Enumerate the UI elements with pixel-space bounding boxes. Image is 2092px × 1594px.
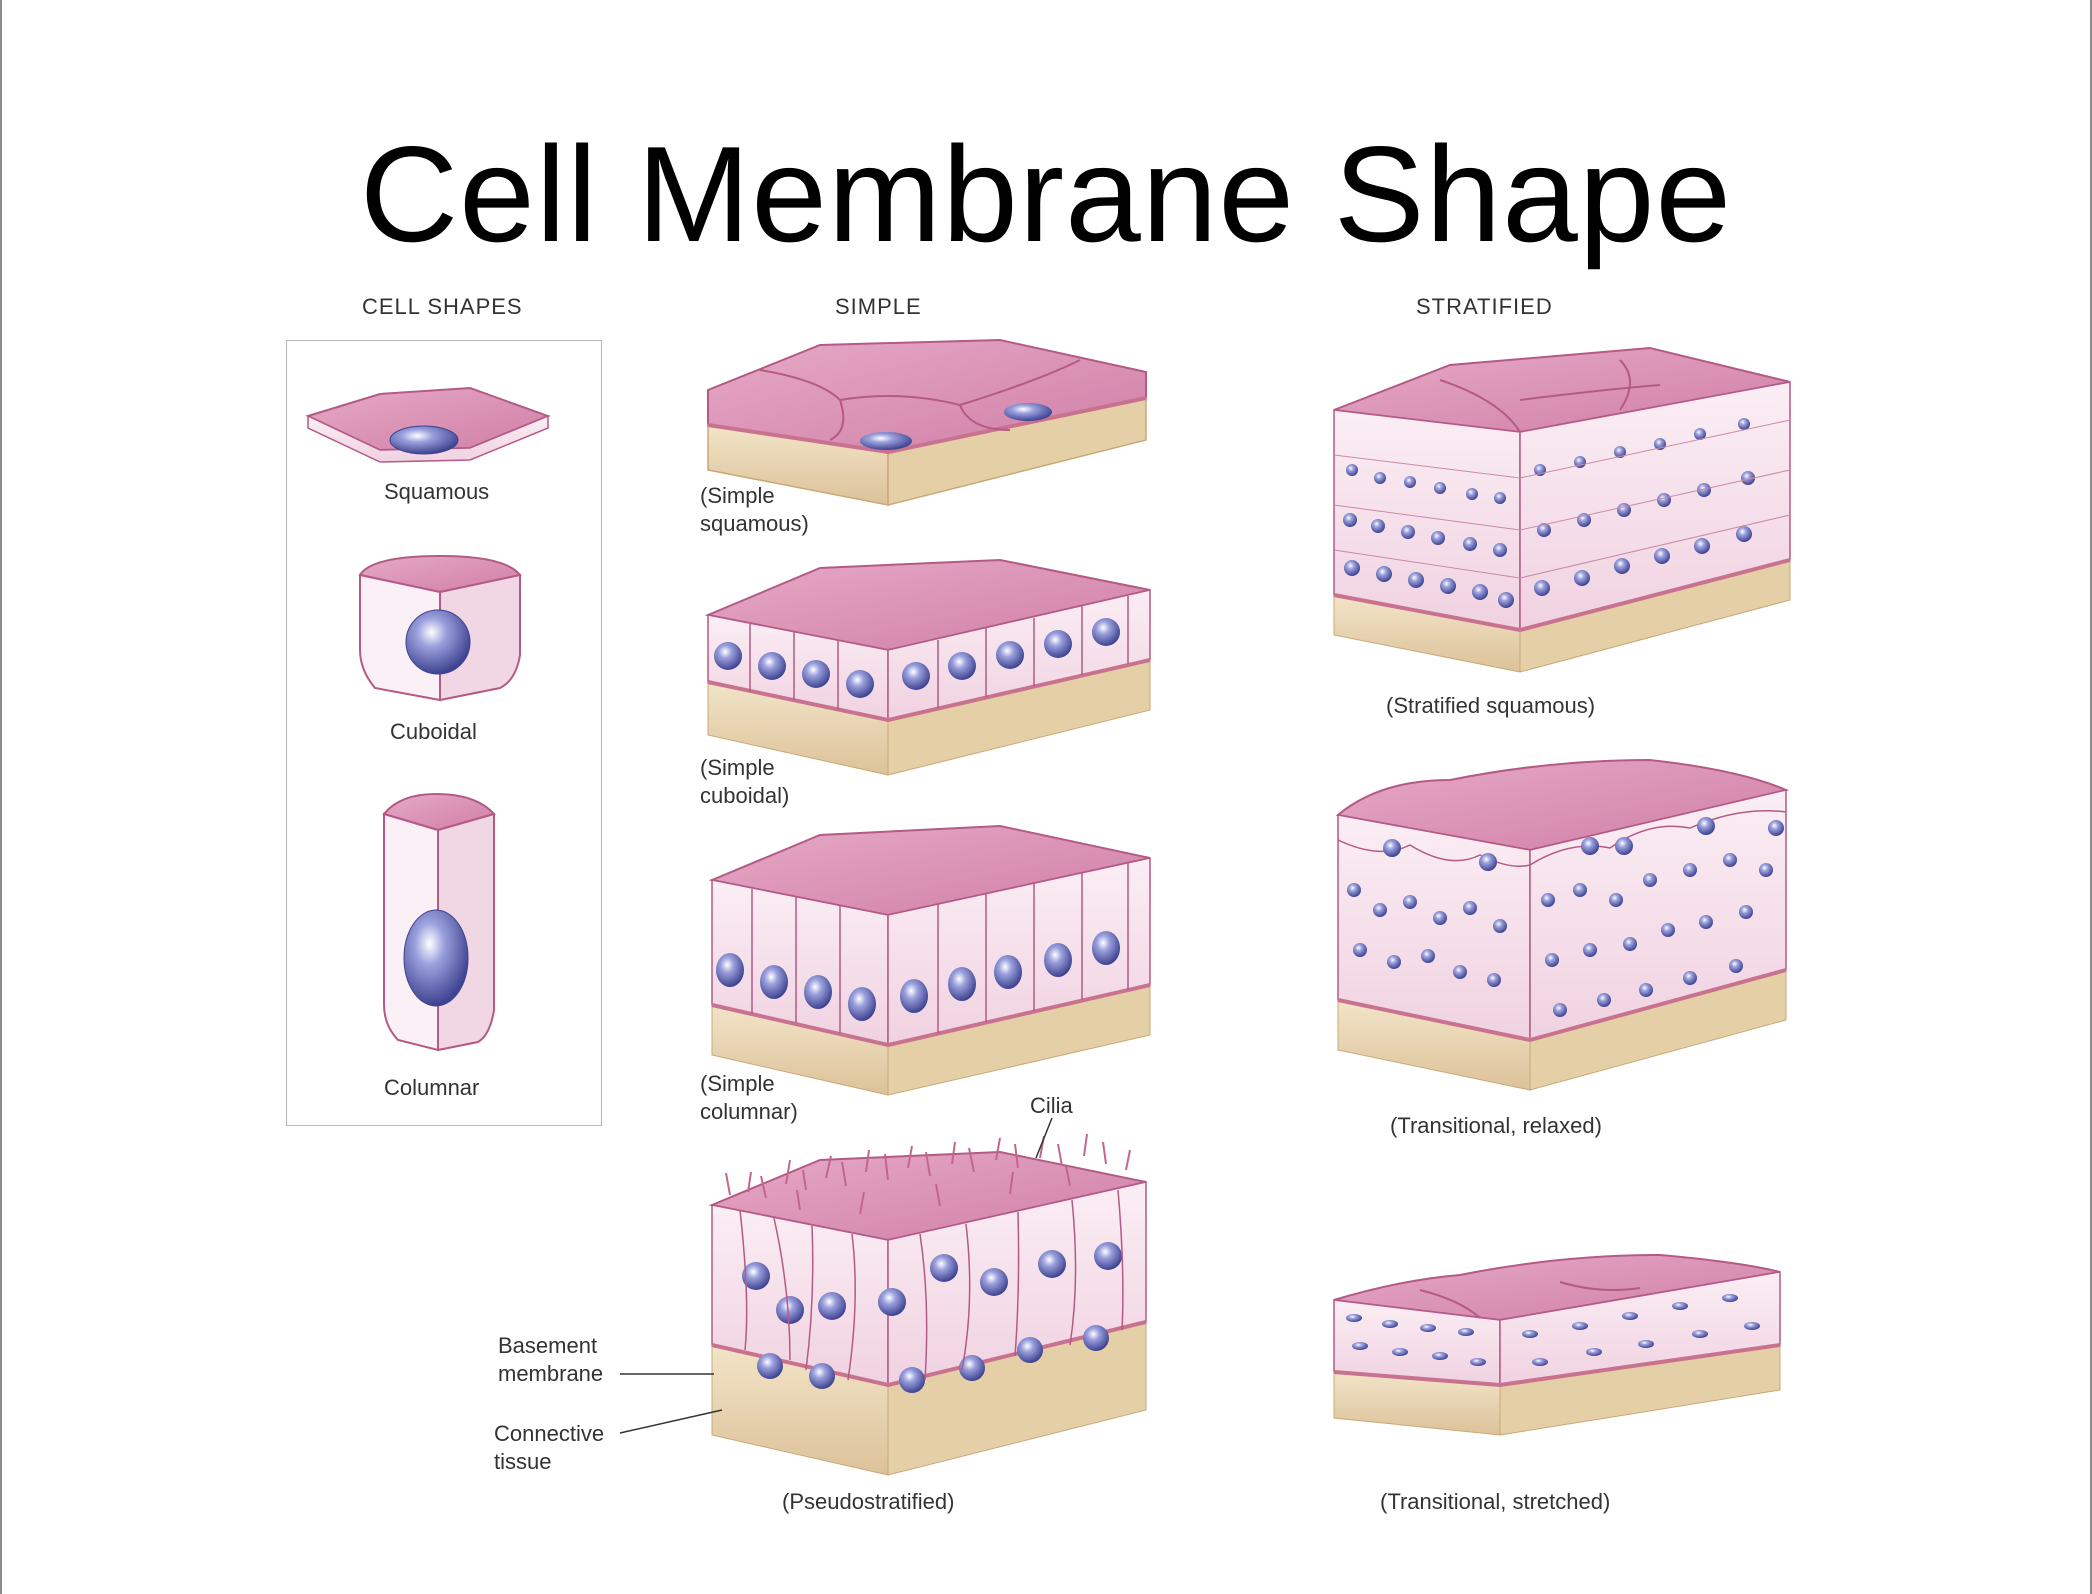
caption-simple-cuboidal-line2: cuboidal) (700, 782, 790, 808)
squamous-cell-drawing (305, 386, 551, 463)
label-basement-membrane: Basement membrane (498, 1332, 603, 1387)
simple-columnar-block (708, 824, 1151, 1096)
caption-simple-columnar-line1: (Simple (700, 1071, 775, 1096)
transitional-stretched-block (1333, 1253, 1781, 1436)
stratified-squamous-block (1333, 346, 1791, 673)
column-header-simple: SIMPLE (835, 294, 922, 319)
column-header-cell-shapes: CELL SHAPES (362, 294, 523, 319)
caption-simple-cuboidal-line1: (Simple (700, 755, 775, 780)
caption-pseudostratified: (Pseudostratified) (782, 1489, 955, 1514)
simple-squamous-block (707, 338, 1147, 506)
slide-frame-right-edge (2090, 0, 2092, 1594)
caption-transitional-relaxed: (Transitional, relaxed) (1390, 1113, 1602, 1138)
column-header-stratified: STRATIFIED (1416, 294, 1553, 319)
label-cilia: Cilia (1030, 1093, 1073, 1118)
caption-transitional-stretched: (Transitional, stretched) (1380, 1489, 1611, 1514)
slide-frame-left-edge (0, 0, 2, 1594)
columnar-cell-drawing (382, 792, 496, 1052)
caption-simple-squamous: (Simple squamous) (700, 482, 809, 537)
cuboidal-cell-drawing (358, 554, 522, 702)
label-connective-line2: tissue (494, 1448, 552, 1474)
caption-stratified-squamous: (Stratified squamous) (1386, 693, 1596, 718)
label-connective-tissue: Connective tissue (494, 1420, 604, 1475)
caption-cuboidal: Cuboidal (390, 719, 477, 744)
caption-simple-columnar: (Simple columnar) (700, 1070, 798, 1125)
label-basement-line1: Basement (498, 1333, 598, 1358)
caption-squamous: Squamous (384, 479, 490, 504)
annotation-leader-lines (619, 1117, 1053, 1434)
slide-title: Cell Membrane Shape (359, 118, 1733, 270)
simple-cuboidal-block (704, 558, 1151, 776)
caption-columnar: Columnar (384, 1075, 480, 1100)
transitional-relaxed-block (1335, 758, 1790, 1091)
caption-simple-squamous-line1: (Simple (700, 483, 775, 508)
caption-simple-cuboidal: (Simple cuboidal) (700, 754, 789, 809)
caption-simple-squamous-line2: squamous) (700, 510, 809, 536)
pseudostratified-block (708, 1133, 1147, 1476)
cell-shapes-panel (286, 340, 602, 1126)
label-connective-line1: Connective (494, 1421, 605, 1446)
caption-simple-columnar-line2: columnar) (700, 1098, 798, 1124)
label-basement-line2: membrane (498, 1360, 604, 1386)
